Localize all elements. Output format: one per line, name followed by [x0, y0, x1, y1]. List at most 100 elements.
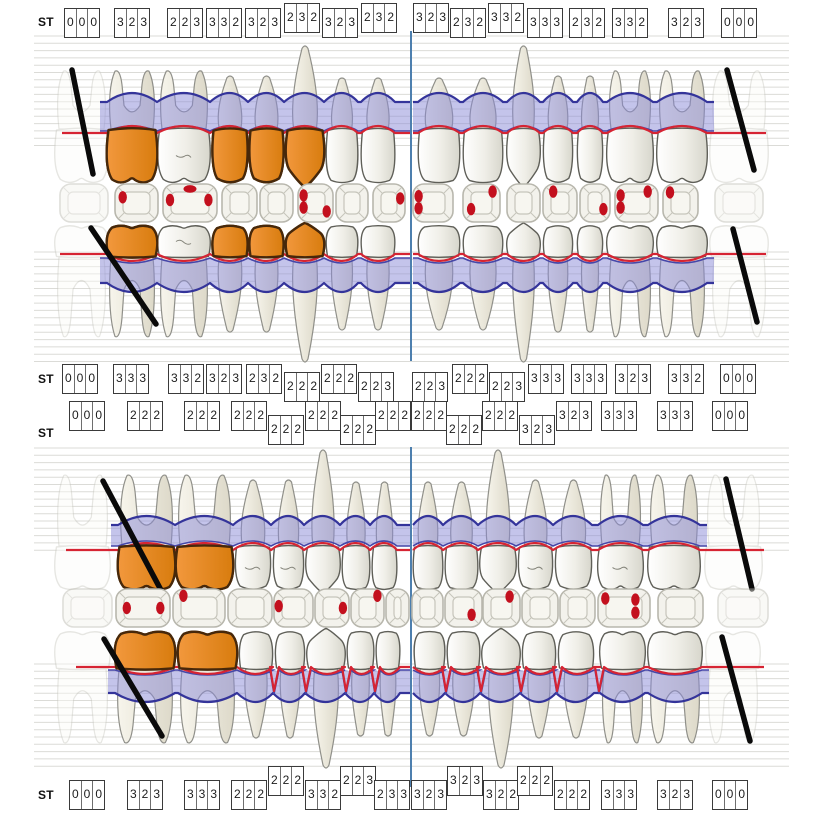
occlusal-tooth[interactable]: [444, 588, 483, 628]
occlusal-tooth[interactable]: [411, 588, 444, 628]
occlusal-tooth[interactable]: [579, 183, 611, 223]
occlusal-tooth[interactable]: [385, 588, 410, 628]
occlusal-tooth[interactable]: [462, 183, 501, 223]
occlusal-tooth[interactable]: [314, 588, 350, 628]
restored-crown[interactable]: [211, 224, 249, 259]
occlusal-tooth[interactable]: [172, 588, 226, 628]
restored-crown[interactable]: [105, 224, 159, 259]
occlusal-tooth[interactable]: [372, 183, 406, 223]
occlusal-tooth[interactable]: [506, 183, 541, 223]
restored-crown[interactable]: [105, 127, 159, 184]
occlusal-tooth[interactable]: [62, 588, 113, 628]
occlusal-tooth[interactable]: [115, 588, 171, 628]
occlusal-tooth[interactable]: [717, 588, 769, 628]
occlusal-tooth[interactable]: [350, 588, 385, 628]
tooth[interactable]: [54, 70, 109, 184]
restored-crown[interactable]: [248, 127, 285, 184]
occlusal-tooth[interactable]: [273, 588, 314, 628]
restored-crown[interactable]: [284, 127, 326, 189]
occlusal-tooth[interactable]: [162, 183, 218, 223]
occlusal-tooth[interactable]: [662, 183, 699, 223]
tooth[interactable]: [54, 631, 111, 744]
restored-crown[interactable]: [174, 544, 235, 591]
occlusal-tooth[interactable]: [657, 588, 704, 628]
occlusal-tooth[interactable]: [542, 183, 578, 223]
occlusal-tooth[interactable]: [559, 588, 596, 628]
occlusal-tooth[interactable]: [597, 588, 651, 628]
restored-crown[interactable]: [113, 630, 177, 671]
occlusal-tooth[interactable]: [714, 183, 764, 223]
occlusal-tooth[interactable]: [482, 588, 521, 628]
occlusal-tooth[interactable]: [521, 588, 559, 628]
occlusal-tooth[interactable]: [335, 183, 369, 223]
tooth[interactable]: [54, 474, 111, 591]
occlusal-tooth[interactable]: [412, 183, 454, 223]
restored-crown[interactable]: [176, 630, 239, 671]
occlusal-tooth[interactable]: [614, 183, 659, 223]
restored-crown[interactable]: [211, 127, 249, 184]
restored-crown[interactable]: [284, 221, 326, 259]
occlusal-tooth[interactable]: [114, 183, 159, 223]
occlusal-tooth[interactable]: [227, 588, 273, 628]
occlusal-tooth[interactable]: [259, 183, 294, 223]
occlusal-tooth[interactable]: [221, 183, 258, 223]
restored-crown[interactable]: [248, 224, 285, 259]
occlusal-tooth[interactable]: [59, 183, 109, 223]
